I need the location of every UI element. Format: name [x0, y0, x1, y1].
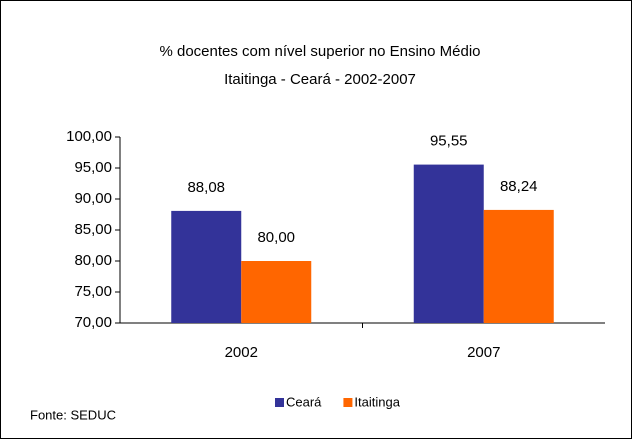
- y-tick-label: 70,00: [74, 314, 112, 331]
- legend-label: Ceará: [286, 394, 322, 409]
- x-tick-label: 2007: [467, 344, 500, 361]
- legend-label: Itaitinga: [354, 394, 400, 409]
- y-tick-label: 100,00: [66, 128, 112, 145]
- chart-subtitle: Itaitinga - Ceará - 2002-2007: [224, 71, 416, 88]
- legend-swatch: [275, 398, 284, 407]
- source-note: Fonte: SEDUC: [30, 407, 116, 422]
- data-label: 80,00: [257, 229, 295, 246]
- legend-swatch: [343, 398, 353, 407]
- bar: [413, 164, 484, 323]
- data-label: 95,55: [430, 133, 468, 150]
- bar: [241, 261, 312, 323]
- x-tick-label: 2002: [225, 344, 258, 361]
- y-tick-label: 85,00: [74, 221, 112, 238]
- y-tick-label: 95,00: [74, 159, 112, 176]
- y-tick-label: 80,00: [74, 252, 112, 269]
- y-tick-label: 75,00: [74, 283, 112, 300]
- bar: [171, 210, 242, 323]
- chart-title: % docentes com nível superior no Ensino …: [159, 43, 480, 60]
- data-label: 88,08: [187, 179, 225, 196]
- bar: [483, 209, 554, 323]
- y-tick-label: 90,00: [74, 190, 112, 207]
- data-label: 88,24: [500, 178, 538, 195]
